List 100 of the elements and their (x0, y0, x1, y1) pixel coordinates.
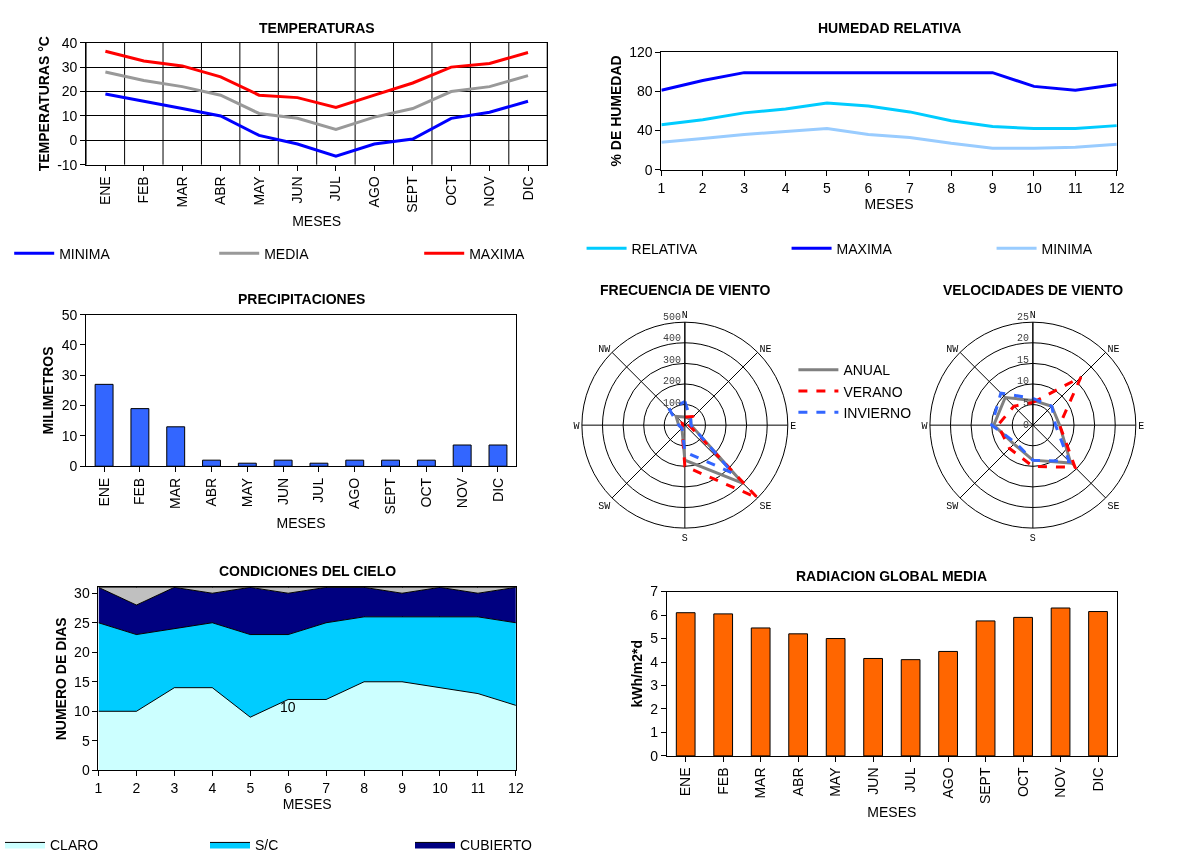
chart-title: CONDICIONES DEL CIELO (219, 563, 397, 579)
x-tick-label: 9 (988, 179, 997, 196)
x-axis-title: MESES (276, 514, 326, 531)
y-tick-label: 30 (61, 367, 78, 384)
x-axis-title: MESES (282, 796, 332, 813)
y-axis-title: NUMERO DE DIAS (52, 617, 69, 741)
x-tick-label: 3 (170, 780, 179, 797)
x-axis-title: MESES (867, 804, 917, 821)
legend-label: ANUAL (843, 362, 891, 379)
x-tick-label: MAR (752, 767, 769, 799)
spoke-label: E (790, 420, 797, 432)
spoke-label: NE (1107, 343, 1120, 355)
x-tick-label: MAY (238, 477, 255, 508)
x-tick-label: ABR (789, 767, 806, 797)
x-tick-label: ENE (96, 176, 113, 206)
x-tick-label: MAR (173, 176, 190, 208)
x-tick-label: 8 (947, 179, 956, 196)
x-tick-label: 3 (740, 179, 749, 196)
chart-title: VELOCIDADES DE VIENTO (943, 282, 1124, 298)
x-tick-label: JUN (274, 477, 291, 506)
x-tick-label: ABR (212, 176, 229, 206)
x-tick-label: OCT (442, 175, 459, 206)
x-tick-label: AGO (939, 767, 956, 799)
spoke-label: N (1029, 309, 1036, 321)
x-tick-label: 9 (398, 780, 407, 797)
x-tick-label: SEPT (404, 175, 421, 213)
x-tick-label: NOV (481, 175, 498, 207)
y-tick-label: 25 (74, 614, 90, 631)
spoke-label: SW (946, 501, 959, 513)
y-tick-label: 0 (644, 161, 653, 178)
y-tick-label: 20 (61, 397, 78, 414)
y-tick-label: 30 (74, 585, 90, 602)
y-tick-label: 15 (74, 673, 90, 690)
legend-label: CLARO (50, 836, 99, 853)
y-tick-label: 300 (663, 355, 682, 366)
chart-title: PRECIPITACIONES (238, 291, 366, 307)
x-tick-label: MAY (250, 175, 267, 206)
spoke-label: S (681, 532, 688, 544)
x-tick-label: ENE (677, 767, 694, 797)
spoke-label: SE (1107, 501, 1120, 513)
x-tick-label: SEPT (382, 477, 399, 515)
x-tick-label: 10 (432, 780, 448, 797)
y-axis-title: TEMPERATURAS °C (35, 36, 52, 172)
y-tick-label: 30 (61, 59, 78, 76)
legend-label: MAXIMA (469, 245, 526, 262)
y-tick-label: 10 (74, 703, 90, 720)
x-tick-label: 7 (322, 780, 331, 797)
y-tick-label: 6 (650, 606, 659, 623)
y-tick-label: 10 (61, 107, 78, 124)
spoke-label: W (921, 420, 928, 432)
x-tick-label: 11 (470, 780, 486, 797)
legend-label: MINIMA (59, 245, 111, 262)
y-tick-label: 7 (650, 583, 659, 600)
x-tick-label: 6 (284, 780, 293, 797)
x-tick-label: 5 (246, 780, 255, 797)
x-tick-label: 4 (781, 179, 790, 196)
y-tick-label: 40 (61, 336, 78, 353)
y-tick-label: 10 (1017, 376, 1030, 387)
x-axis-title: MESES (292, 213, 342, 230)
chart-title: RADIACION GLOBAL MEDIA (796, 568, 988, 584)
y-tick-label: 2 (650, 700, 659, 717)
x-tick-label: 4 (208, 780, 217, 797)
x-tick-label: FEB (714, 767, 731, 795)
x-tick-label: 12 (1108, 179, 1125, 196)
y-tick-label: 80 (636, 83, 653, 100)
legend-label: MINIMA (1041, 240, 1093, 257)
legend-label: VERANO (843, 383, 903, 400)
x-tick-label: OCT (1014, 767, 1031, 798)
x-tick-label: NOV (453, 477, 470, 509)
y-tick-label: 1 (650, 724, 659, 741)
spoke-label: SW (598, 501, 611, 513)
y-tick-label: -10 (57, 156, 78, 173)
x-tick-label: 11 (1068, 179, 1083, 196)
x-tick-label: ABR (203, 477, 220, 507)
legend-label: INVIERNO (843, 404, 912, 421)
y-tick-label: 500 (663, 312, 682, 323)
y-tick-label: 50 (61, 306, 78, 323)
x-axis-title: MESES (864, 195, 914, 212)
y-tick-label: 15 (1017, 355, 1030, 366)
x-tick-label: DIC (1089, 767, 1106, 792)
x-tick-label: 12 (508, 780, 524, 797)
legend-label: S/C (255, 836, 279, 853)
spoke-label: E (1138, 420, 1145, 432)
chart-title: FRECUENCIA DE VIENTO (600, 282, 771, 298)
spoke-label: SE (759, 501, 772, 513)
x-tick-label: MAY (827, 766, 844, 797)
x-tick-label: FEB (131, 477, 148, 506)
x-tick-label: 6 (864, 179, 873, 196)
y-tick-label: 0 (81, 762, 90, 779)
spoke-label: NW (598, 343, 611, 355)
y-tick-label: 400 (663, 333, 682, 344)
x-tick-label: FEB (135, 176, 152, 204)
legend-label: MAXIMA (836, 240, 893, 257)
legend-label: CUBIERTO (460, 836, 532, 853)
y-tick-label: 100 (663, 398, 682, 409)
y-tick-label: 5 (650, 630, 659, 647)
spoke-label: W (573, 420, 580, 432)
y-axis-title: kWh/m2*d (628, 639, 645, 708)
chart-title: TEMPERATURAS (259, 20, 375, 36)
y-tick-label: 10 (61, 427, 78, 444)
